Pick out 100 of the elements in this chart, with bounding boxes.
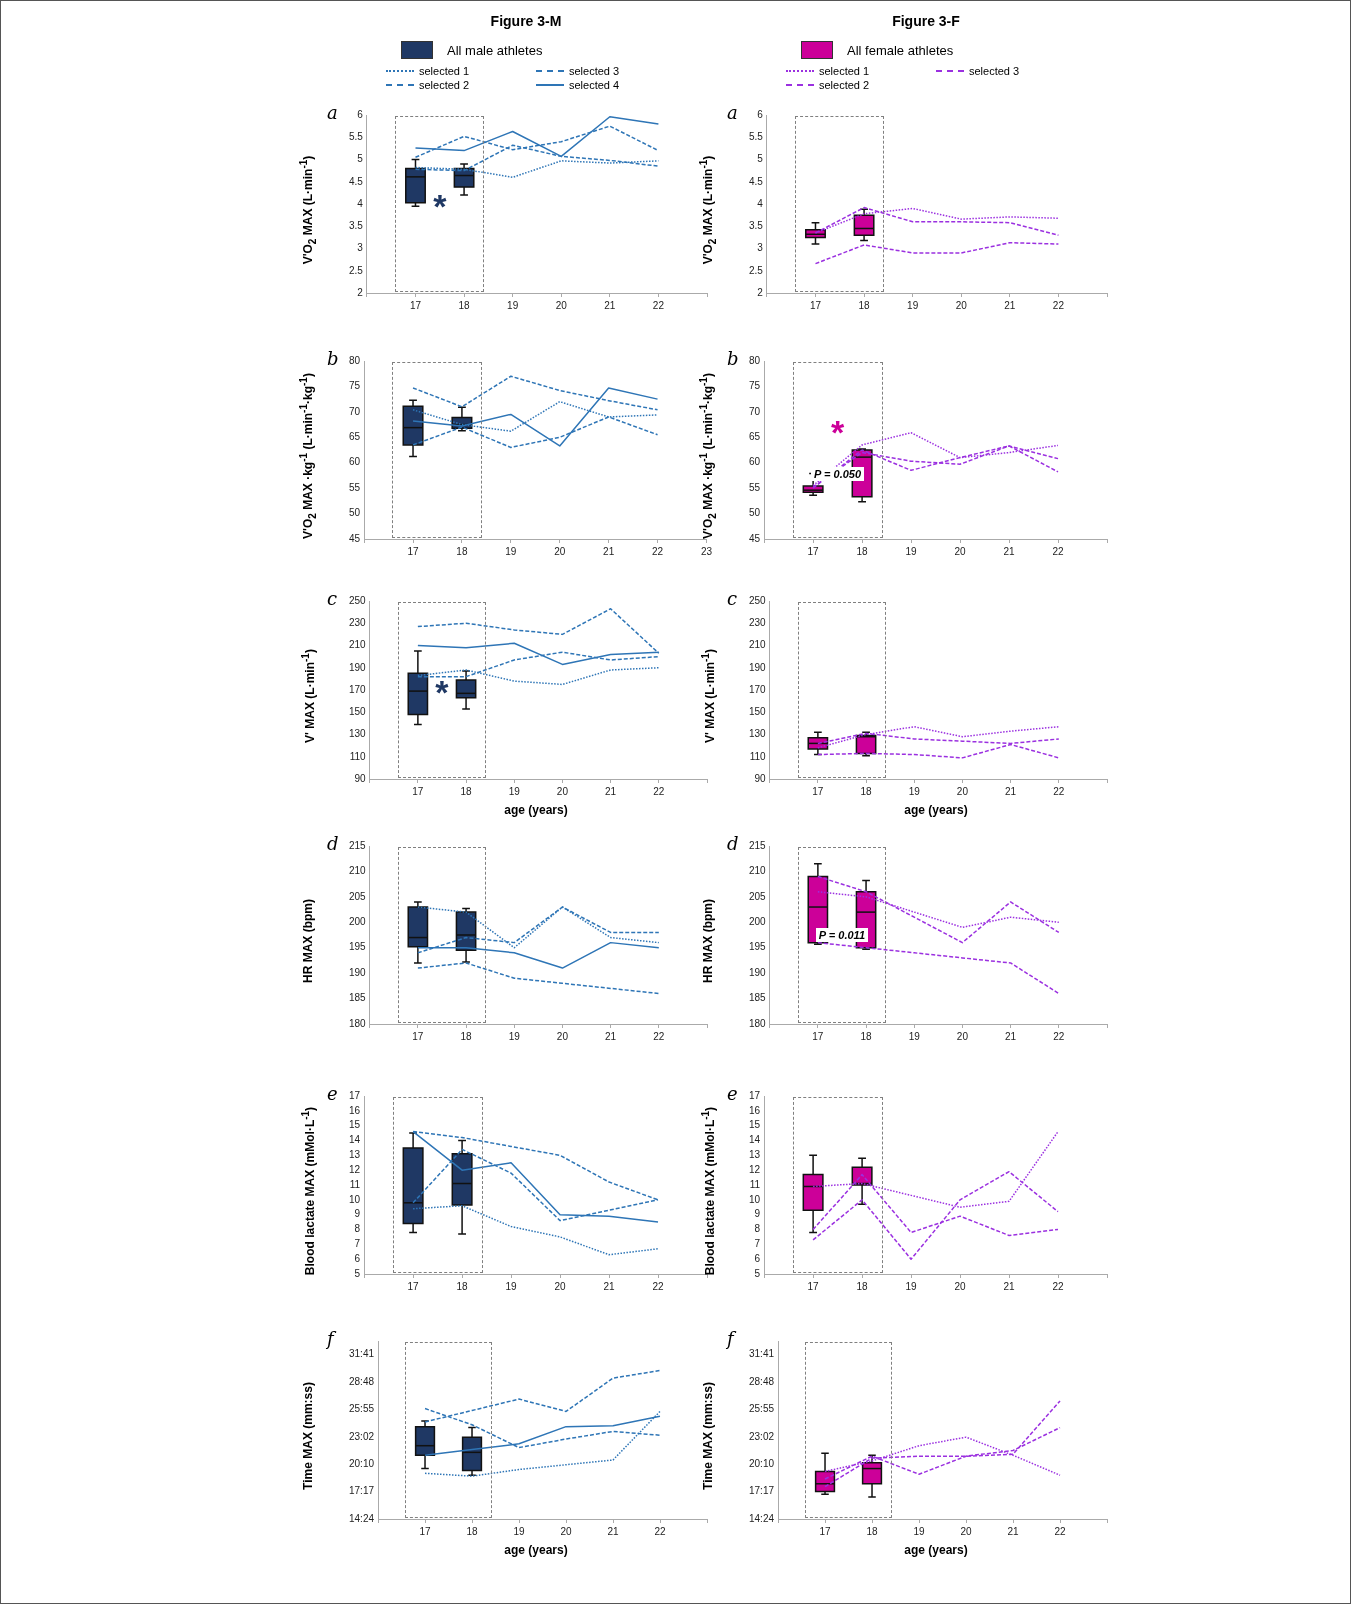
y-tick-label: 55 xyxy=(749,481,761,493)
y-tick-label: 215 xyxy=(749,839,767,851)
y-tick-label: 9 xyxy=(354,1208,361,1220)
x-tick-label: 22 xyxy=(653,1030,665,1042)
x-tick-label: 17 xyxy=(819,1525,832,1537)
annotation: * xyxy=(435,673,449,711)
text: f xyxy=(725,1327,737,1349)
legend-label: selected 3 xyxy=(569,65,620,77)
y-tick-label: 5.5 xyxy=(749,131,764,142)
y-tick-label: 17 xyxy=(749,1089,761,1101)
x-tick-label: 19 xyxy=(507,299,519,311)
x-tick-label: 18 xyxy=(460,785,473,797)
x-tick-label: 21 xyxy=(1005,1030,1017,1042)
y-tick-label: 31:41 xyxy=(748,1348,775,1360)
y-tick-label: 75 xyxy=(749,380,761,392)
y-tick-label: 80 xyxy=(749,354,761,366)
y-tick-label: 185 xyxy=(349,992,367,1004)
y-tick-label: 10 xyxy=(349,1193,361,1205)
y-tick-label: 210 xyxy=(349,639,367,651)
y-tick-label: 195 xyxy=(349,941,367,953)
y-tick-label: 4.5 xyxy=(349,175,364,187)
y-axis-title: Time MAX (mm:ss) xyxy=(301,1382,315,1490)
y-tick-label: 150 xyxy=(349,706,367,717)
y-tick-label: 4 xyxy=(757,197,764,209)
x-tick-label: 18 xyxy=(460,1030,473,1042)
y-tick-label: 200 xyxy=(749,916,767,928)
y-tick-label: 190 xyxy=(749,966,767,978)
x-tick-label: 22 xyxy=(1053,785,1065,797)
x-tick-label: 20 xyxy=(955,299,968,311)
chart-title: Figure 3-F xyxy=(891,13,961,29)
y-tick-label: 7 xyxy=(354,1238,361,1250)
x-tick-label: 22 xyxy=(652,299,665,311)
x-tick-label: 19 xyxy=(908,785,921,797)
y-tick-label: 45 xyxy=(749,532,761,544)
y-tick-label: 14 xyxy=(749,1134,761,1146)
x-tick-label: 22 xyxy=(1052,545,1065,557)
y-tick-label: 190 xyxy=(749,661,767,673)
text: f xyxy=(325,1327,337,1349)
y-tick-label: 185 xyxy=(749,992,767,1004)
x-tick-label: 21 xyxy=(603,1280,616,1292)
y-tick-label: 180 xyxy=(349,1017,367,1029)
y-tick-label: 70 xyxy=(749,405,761,417)
y-tick-label: 55 xyxy=(349,481,361,493)
y-tick-label: 90 xyxy=(754,772,767,784)
legend-label: All male athletes xyxy=(447,42,543,58)
x-tick-label: 20 xyxy=(556,1030,569,1042)
y-tick-label: 45 xyxy=(349,532,361,544)
x-tick-label: 17 xyxy=(812,785,824,797)
x-tick-label: 17 xyxy=(812,1030,824,1042)
y-tick-label: 31:41 xyxy=(348,1348,375,1360)
x-tick-label: 20 xyxy=(555,299,568,311)
y-tick-label: 2 xyxy=(357,286,364,298)
y-tick-label: 8 xyxy=(354,1223,361,1235)
x-tick-label: 20 xyxy=(954,545,967,557)
y-tick-label: 190 xyxy=(349,661,367,673)
y-tick-label: 16 xyxy=(349,1104,361,1116)
y-tick-label: 20:10 xyxy=(748,1457,775,1469)
y-tick-label: 3 xyxy=(357,242,364,254)
y-tick-label: 14 xyxy=(349,1134,361,1146)
text: b xyxy=(327,347,339,369)
y-tick-label: 17 xyxy=(349,1089,361,1101)
y-tick-label: 28:48 xyxy=(348,1375,375,1387)
y-tick-label: 3.5 xyxy=(749,220,764,231)
y-tick-label: 4 xyxy=(357,197,364,209)
x-tick-label: 17 xyxy=(807,545,820,557)
x-tick-label: 17 xyxy=(409,299,422,311)
y-tick-label: 50 xyxy=(349,507,361,519)
annotation: P = 0.011 xyxy=(815,928,869,942)
x-tick-label: 22 xyxy=(651,545,664,557)
y-tick-label: 3 xyxy=(757,242,764,254)
y-tick-label: 250 xyxy=(749,594,767,606)
x-tick-label: 21 xyxy=(603,545,615,557)
y-tick-label: 180 xyxy=(749,1017,767,1029)
x-tick-label: 19 xyxy=(505,545,517,557)
chart-title: Figure 3-M xyxy=(489,13,563,29)
x-tick-label: 22 xyxy=(1053,1030,1065,1042)
y-tick-label: 215 xyxy=(349,839,367,851)
x-tick-label: 19 xyxy=(907,299,919,311)
x-tick-label: 17 xyxy=(809,299,822,311)
x-tick-label: 20 xyxy=(560,1525,573,1537)
text: a xyxy=(327,101,338,123)
y-tick-label: 6 xyxy=(757,108,764,120)
y-tick-label: 20:10 xyxy=(348,1457,375,1469)
y-tick-label: 4.5 xyxy=(749,175,764,187)
x-tick-label: 17 xyxy=(807,1280,820,1292)
y-tick-label: 13 xyxy=(349,1149,361,1161)
x-tick-label: 22 xyxy=(1052,299,1065,311)
y-tick-label: 60 xyxy=(349,456,361,468)
y-tick-label: 15 xyxy=(749,1119,761,1131)
x-tick-label: 21 xyxy=(1005,785,1017,797)
annotation: * xyxy=(433,187,447,225)
x-tick-label: 22 xyxy=(1052,1280,1065,1292)
y-tick-label: 250 xyxy=(349,594,367,606)
x-tick-label: 20 xyxy=(956,1030,969,1042)
y-tick-label: 6 xyxy=(754,1252,761,1264)
y-tick-label: 170 xyxy=(749,683,767,695)
y-tick-label: 170 xyxy=(349,683,367,695)
y-tick-label: 7 xyxy=(754,1238,761,1250)
y-tick-label: 75 xyxy=(349,380,361,392)
legend-label: selected 1 xyxy=(819,65,870,77)
